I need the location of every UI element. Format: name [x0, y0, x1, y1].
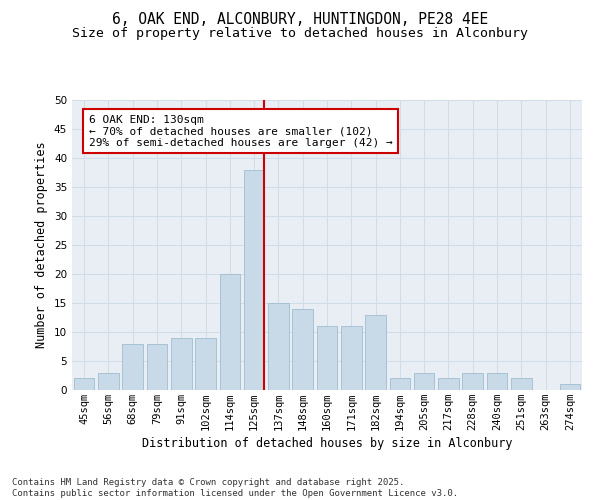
Text: Contains HM Land Registry data © Crown copyright and database right 2025.
Contai: Contains HM Land Registry data © Crown c…: [12, 478, 458, 498]
Bar: [268, 303, 289, 390]
Bar: [220, 274, 240, 390]
Bar: [146, 344, 167, 390]
Bar: [195, 338, 216, 390]
Text: Size of property relative to detached houses in Alconbury: Size of property relative to detached ho…: [72, 28, 528, 40]
Bar: [487, 372, 508, 390]
Bar: [511, 378, 532, 390]
Bar: [292, 309, 313, 390]
Text: Distribution of detached houses by size in Alconbury: Distribution of detached houses by size …: [142, 438, 512, 450]
Text: 6 OAK END: 130sqm
← 70% of detached houses are smaller (102)
29% of semi-detache: 6 OAK END: 130sqm ← 70% of detached hous…: [89, 114, 392, 148]
Bar: [74, 378, 94, 390]
Text: 6, OAK END, ALCONBURY, HUNTINGDON, PE28 4EE: 6, OAK END, ALCONBURY, HUNTINGDON, PE28 …: [112, 12, 488, 28]
Bar: [341, 326, 362, 390]
Bar: [389, 378, 410, 390]
Y-axis label: Number of detached properties: Number of detached properties: [35, 142, 49, 348]
Bar: [98, 372, 119, 390]
Bar: [463, 372, 483, 390]
Bar: [414, 372, 434, 390]
Bar: [438, 378, 459, 390]
Bar: [122, 344, 143, 390]
Bar: [365, 314, 386, 390]
Bar: [244, 170, 265, 390]
Bar: [171, 338, 191, 390]
Bar: [560, 384, 580, 390]
Bar: [317, 326, 337, 390]
